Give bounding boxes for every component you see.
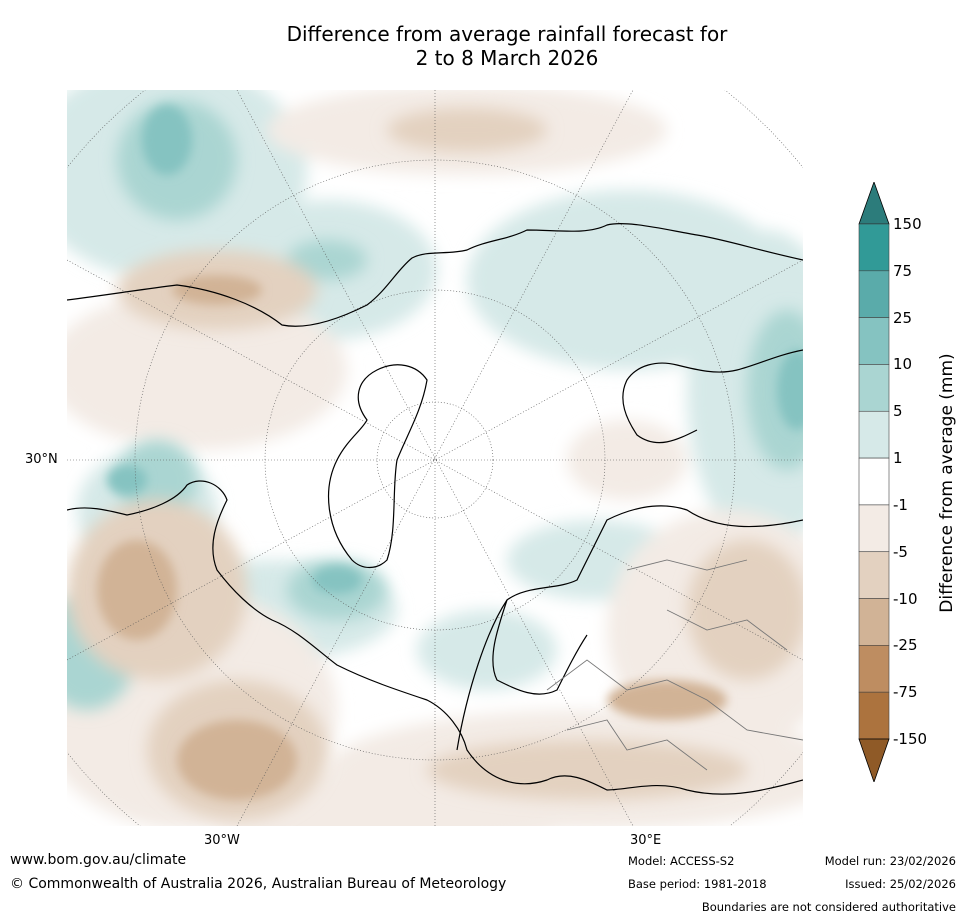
colorbar-extend-up [858, 182, 890, 225]
colorbar-tick-label: 150 [893, 215, 922, 233]
footer-copyright: © Commonwealth of Australia 2026, Austra… [10, 876, 507, 892]
colorbar-tick-label: -25 [893, 636, 918, 655]
borders [546, 559, 803, 771]
colorbar-tick-label: 5 [893, 402, 903, 421]
colorbar-tick-label: -1 [893, 495, 908, 514]
lon-label-30e: 30°E [630, 833, 662, 848]
colorbar-tick-label: -75 [893, 683, 918, 702]
colorbar-bands [858, 223, 890, 740]
graticule [67, 90, 803, 826]
mid-anomaly-layer [67, 100, 803, 820]
colorbar-tick-label: -5 [893, 542, 908, 561]
colorbar-band [858, 645, 890, 693]
forecast-map[interactable] [67, 90, 803, 826]
footer-model: Model: ACCESS-S2 [628, 854, 735, 868]
colorbar-extend-down [858, 738, 890, 782]
colorbar-band [858, 270, 890, 318]
colorbar-band [858, 457, 890, 506]
footer-disclaimer: Boundaries are not considered authoritat… [701, 900, 956, 914]
chart-title: Difference from average rainfall forecas… [0, 22, 965, 70]
colorbar-band [858, 598, 890, 646]
colorbar-band [858, 691, 890, 740]
colorbar-band [858, 317, 890, 365]
lat-label-30n: 30°N [25, 452, 58, 467]
title-line-1: Difference from average rainfall forecas… [286, 22, 728, 46]
colorbar-tick-label: -150 [893, 730, 928, 748]
colorbar [858, 182, 890, 782]
colorbar-band [858, 551, 890, 599]
colorbar-band [858, 223, 890, 272]
title-line-2: 2 to 8 March 2026 [415, 46, 599, 70]
colorbar-band [858, 364, 890, 412]
footer-model-run: Model run: 23/02/2026 [824, 854, 956, 868]
colorbar-tick-label: 75 [893, 261, 913, 280]
strong-anomaly-layer [97, 105, 803, 800]
colorbar-band [858, 410, 890, 459]
colorbar-tick-label: 1 [893, 449, 903, 468]
coastlines [67, 223, 803, 795]
colorbar-tick-label: -10 [893, 589, 918, 608]
colorbar-tick-label: 25 [893, 308, 913, 327]
footer-url[interactable]: www.bom.gov.au/climate [10, 852, 187, 868]
footer-issued: Issued: 25/02/2026 [845, 877, 956, 891]
colorbar-tick-label: 10 [893, 355, 913, 374]
colorbar-band [858, 504, 890, 553]
colorbar-title: Difference from average (mm) [937, 353, 957, 613]
map-canvas [67, 90, 803, 826]
lon-label-30w: 30°W [204, 833, 240, 848]
footer-base-period: Base period: 1981-2018 [628, 877, 767, 891]
